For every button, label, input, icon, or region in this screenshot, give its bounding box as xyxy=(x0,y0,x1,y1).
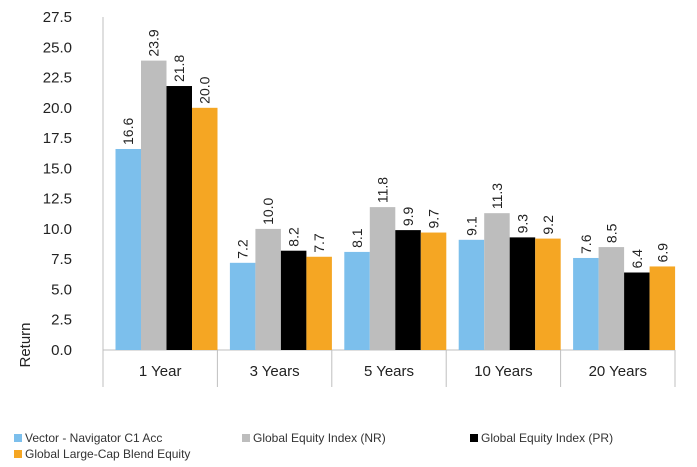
y-tick-label: 10.0 xyxy=(43,221,72,238)
y-tick-label: 0.0 xyxy=(51,342,72,359)
bar xyxy=(344,251,370,350)
legend-swatch xyxy=(470,434,478,442)
x-tick-label: 1 Year xyxy=(139,363,182,380)
data-label: 9.9 xyxy=(400,206,416,226)
y-tick-label: 25.0 xyxy=(43,39,72,56)
data-label: 7.6 xyxy=(578,234,594,254)
legend-swatch xyxy=(14,450,22,458)
data-label: 20.0 xyxy=(197,76,213,103)
legend-label: Global Equity Index (NR) xyxy=(253,431,386,445)
data-label: 7.7 xyxy=(311,233,327,253)
x-tick-label: 10 Years xyxy=(474,363,532,380)
bar xyxy=(395,230,421,350)
legend-swatch xyxy=(14,434,22,442)
y-tick-label: 17.5 xyxy=(43,130,72,147)
bar xyxy=(598,247,625,350)
legend: Vector - Navigator C1 Acc Global Equity … xyxy=(14,430,684,462)
legend-label: Global Large-Cap Blend Equity xyxy=(25,447,191,461)
y-tick-label: 7.5 xyxy=(51,251,72,268)
bar xyxy=(573,257,599,350)
bar xyxy=(624,272,650,350)
data-label: 8.2 xyxy=(286,227,302,247)
legend-label: Vector - Navigator C1 Acc xyxy=(25,431,163,445)
y-tick-label: 12.5 xyxy=(43,191,72,208)
y-tick-label: 15.0 xyxy=(43,160,72,177)
bar xyxy=(369,207,396,350)
legend-item: Global Equity Index (PR) xyxy=(470,431,613,445)
bar-chart: 0.0 2.5 5.0 7.5 10.0 12.5 15.0 17.5 20.0 22.5 25.0… xyxy=(17,9,676,387)
legend-label: Global Equity Index (PR) xyxy=(481,431,614,445)
data-label: 8.5 xyxy=(603,223,619,243)
x-tick-label: 20 Years xyxy=(589,363,647,380)
bar xyxy=(535,238,561,350)
y-tick-label: 2.5 xyxy=(51,312,72,329)
data-label: 6.4 xyxy=(629,249,645,269)
data-labels: 16.6 7.2 8.1 9.1 7.6 23.9 10.0 11.8 11.3 8.5 21.8 8… xyxy=(120,29,670,268)
data-label: 6.9 xyxy=(654,243,670,263)
data-label: 10.0 xyxy=(260,197,276,224)
y-axis: 0.0 2.5 5.0 7.5 10.0 12.5 15.0 17.5 20.0 22.5 25.0… xyxy=(43,9,72,359)
bar xyxy=(306,256,332,350)
bar xyxy=(255,228,281,350)
y-tick-label: 22.5 xyxy=(43,70,72,87)
bar xyxy=(649,266,676,350)
y-tick-label: 27.5 xyxy=(43,9,72,26)
y-tick-label: 20.0 xyxy=(43,100,72,117)
data-label: 23.9 xyxy=(146,29,162,56)
legend-swatch xyxy=(242,434,250,442)
bar xyxy=(229,262,256,350)
x-axis: 1 Year 3 Years 5 Years 10 Years 20 Years xyxy=(102,17,676,387)
x-tick-label: 3 Years xyxy=(250,363,300,380)
data-label: 8.1 xyxy=(349,228,365,248)
y-axis-label: Return xyxy=(17,322,34,367)
data-label: 9.1 xyxy=(463,216,479,236)
data-label: 16.6 xyxy=(120,118,136,145)
data-label: 7.2 xyxy=(235,239,251,259)
data-label: 9.7 xyxy=(426,209,442,229)
x-tick-label: 5 Years xyxy=(364,363,414,380)
bar xyxy=(166,86,192,350)
bar xyxy=(509,237,536,350)
bar xyxy=(141,60,167,351)
legend-item: Vector - Navigator C1 Acc xyxy=(14,431,242,445)
bar xyxy=(420,232,447,350)
data-label: 9.2 xyxy=(540,215,556,235)
bar xyxy=(280,250,307,350)
legend-item: Global Equity Index (NR) xyxy=(242,431,470,445)
y-tick-label: 5.0 xyxy=(51,281,72,298)
data-label: 11.3 xyxy=(489,183,505,209)
data-label: 21.8 xyxy=(171,55,187,82)
bar xyxy=(192,107,218,351)
data-label: 11.8 xyxy=(375,177,391,203)
data-label: 9.3 xyxy=(514,214,530,234)
bar xyxy=(484,213,510,350)
bar xyxy=(458,239,485,350)
bar xyxy=(115,148,141,350)
bars xyxy=(115,60,676,351)
legend-item: Global Large-Cap Blend Equity xyxy=(14,447,190,461)
